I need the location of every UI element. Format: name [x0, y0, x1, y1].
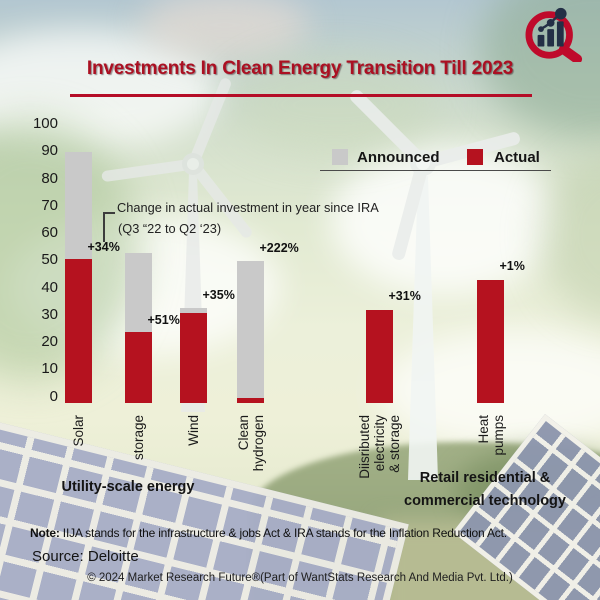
change-label-solar: +34% — [87, 239, 120, 254]
category-label-solar: Solar — [71, 415, 86, 447]
y-axis-tick: 80 — [41, 169, 58, 187]
y-axis-tick: 100 — [32, 115, 58, 132]
bar-actual-wind — [180, 313, 207, 403]
change-label-wind: +35% — [202, 287, 235, 302]
annotation-connector — [103, 212, 105, 242]
bar-announced-clean-hydrogen — [237, 261, 264, 403]
note-label: Note: — [30, 526, 60, 540]
y-axis-tick: 90 — [41, 142, 58, 160]
copyright-text: © 2024 Market Research Future®(Part of W… — [87, 572, 513, 584]
legend-swatch-announced — [332, 149, 348, 165]
bar-actual-solar — [65, 258, 92, 403]
annotation-line2: (Q3 “22 to Q2 ‘23) — [118, 221, 222, 236]
market-research-future-logo — [525, 7, 583, 62]
group-label-retail: Retail residential & commercial technolo… — [404, 470, 566, 509]
bar-actual-heat-pumps — [477, 280, 504, 403]
title-underline — [70, 94, 532, 97]
annotation-connector — [103, 212, 115, 214]
y-axis-tick: 30 — [41, 305, 58, 323]
group-label-utility-scale: Utility-scale energy — [61, 479, 195, 495]
page-title: Investments In Clean Energy Transition T… — [86, 58, 514, 79]
legend-label-actual: Actual — [494, 149, 540, 166]
y-axis-tick: 70 — [41, 196, 58, 214]
source-text: Source: Deloitte — [32, 548, 139, 565]
bar-actual-diisributed-electricity-storage — [366, 310, 393, 403]
y-axis-tick: 60 — [41, 224, 58, 241]
y-axis-tick: 10 — [41, 360, 58, 378]
note-body: IIJA stands for the infrastructure & job… — [59, 526, 507, 540]
bar-actual-storage — [125, 332, 152, 403]
y-axis-tick: 40 — [41, 278, 58, 296]
category-label-clean-hydrogen: Clean hydrogen — [235, 415, 266, 472]
y-axis-tick: 20 — [41, 333, 58, 350]
change-label-diisributed-electricity-storage: +31% — [388, 288, 421, 303]
y-axis-tick: 50 — [41, 251, 58, 269]
change-label-storage: +51% — [147, 313, 180, 328]
category-label-wind: Wind — [186, 415, 201, 446]
note-text: Note: IIJA stands for the infrastructure… — [30, 526, 590, 540]
legend-divider — [320, 170, 551, 172]
change-label-heat-pumps: +1% — [499, 258, 525, 273]
change-label-clean-hydrogen: +222% — [259, 241, 299, 256]
cloud — [140, 0, 310, 60]
annotation-line1: Change in actual investment in year sinc… — [117, 200, 379, 215]
category-label-storage: storage — [131, 415, 146, 461]
bar-actual-clean-hydrogen — [237, 397, 264, 403]
legend-label-announced: Announced — [357, 149, 440, 166]
y-axis-tick: 0 — [49, 387, 58, 405]
legend-swatch-actual — [467, 149, 483, 165]
